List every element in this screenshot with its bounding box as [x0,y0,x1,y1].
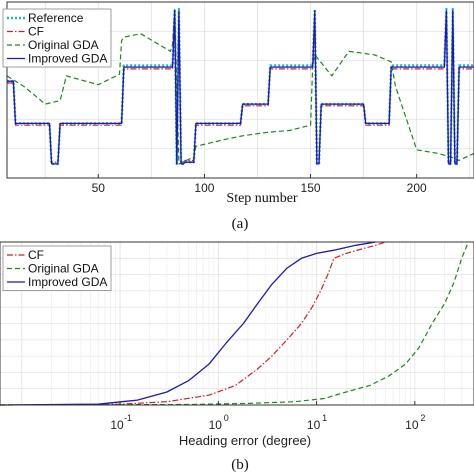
x-tick-label: 10 [209,418,223,432]
series-line-improved-gda [0,241,376,406]
panel-a-grid [7,2,474,178]
panel-a-axes-frame [6,1,474,179]
panel-b-series [0,241,469,406]
panel-b: 10 -1 10 0 10 1 10 2 Heading error (degree) (b)… [0,241,474,473]
legend-label: Improved GDA [28,52,107,66]
x-tick-label-exponent: -1 [124,413,132,423]
legend-label: Reference [28,11,84,25]
legend-label: Original GDA [28,262,99,276]
panel-b-axes-frame [0,241,474,406]
panel-a-caption: (a) [232,216,249,232]
legend-box [2,245,112,291]
panel-b-ticks: 10 -1 10 0 10 1 10 2 [110,401,425,432]
x-tick-label: 10 [110,418,124,432]
legend-label: Improved GDA [28,275,107,289]
panel-a: 50 100 150 200 Step number (a) ReferenceCFO… [2,1,474,232]
series-line-improved-gda [7,10,474,165]
panel-a-series [6,7,474,166]
panel-b-xlabel: Heading error (degree) [179,433,311,448]
x-tick-label-exponent: 2 [420,413,425,423]
x-tick-label: 150 [301,181,321,195]
x-tick-label: 100 [194,181,214,195]
legend-label: CF [28,25,44,39]
panel-b-caption: (b) [231,457,249,473]
panel-b-grid [0,242,474,405]
x-tick-label: 10 [405,418,419,432]
series-line-original-gda [0,241,469,406]
series-line-cf [7,13,474,163]
x-tick-label-exponent: 1 [322,413,327,423]
legend-label: CF [28,248,44,262]
legend-label: Original GDA [28,38,99,52]
x-tick-label-exponent: 0 [224,413,229,423]
x-tick-label: 50 [92,181,106,195]
x-tick-label: 200 [407,181,427,195]
panel-a-ticks: 50 100 150 200 [92,174,427,195]
x-tick-label: 10 [307,418,321,432]
panel-a-xlabel: Step number [226,191,297,206]
series-line-original-gda [6,8,474,165]
